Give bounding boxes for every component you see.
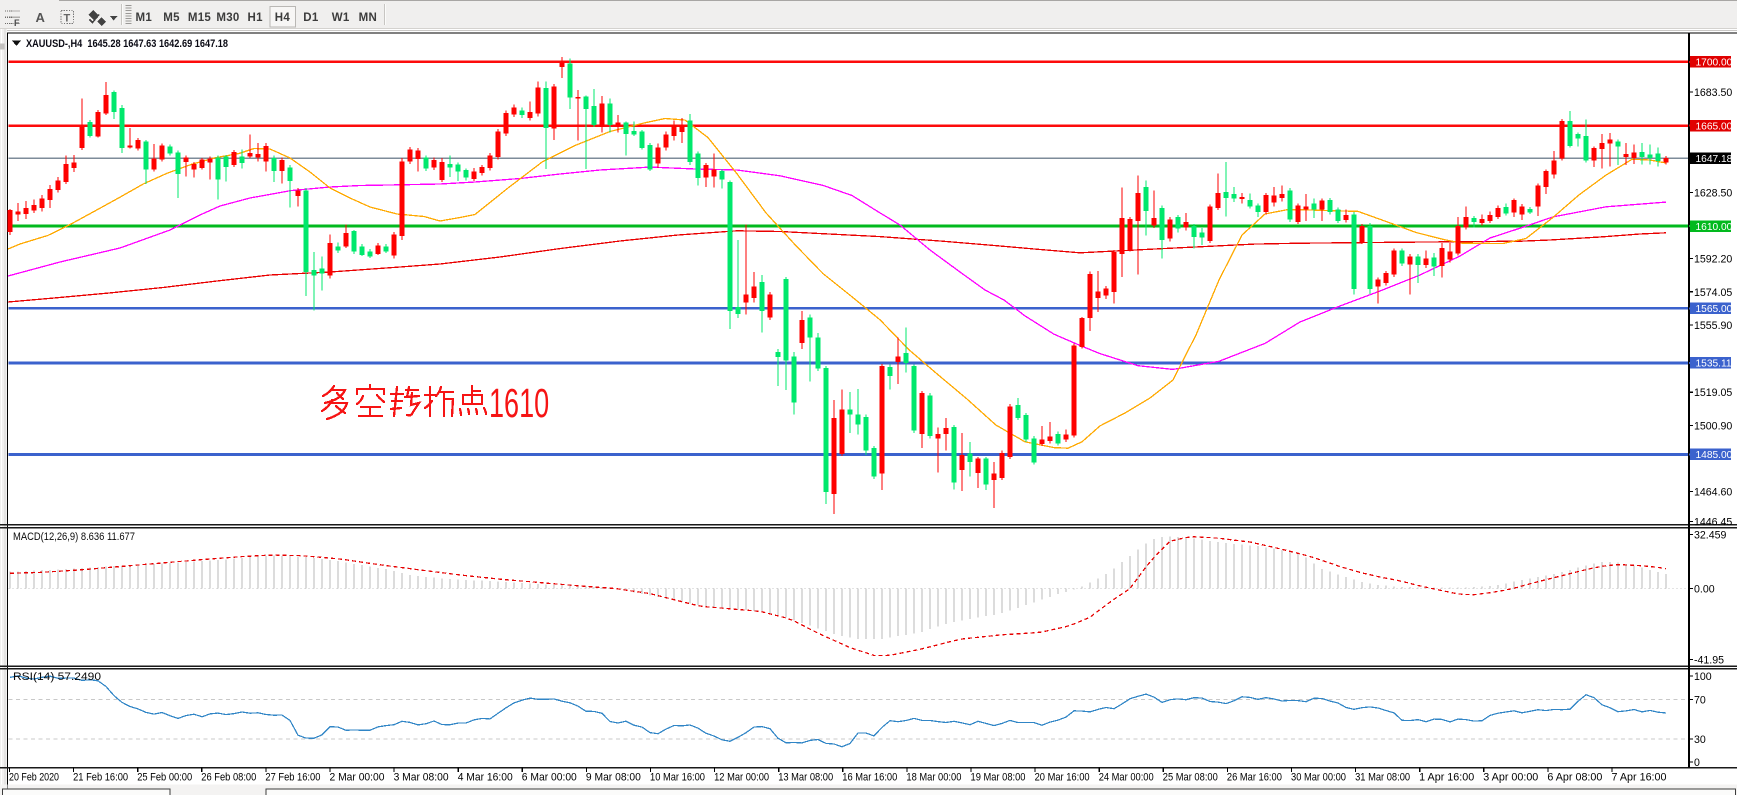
- svg-text:26 Mar 16:00: 26 Mar 16:00: [1227, 772, 1282, 784]
- svg-text:3 Mar 08:00: 3 Mar 08:00: [394, 772, 449, 784]
- svg-text:1485.00: 1485.00: [1696, 450, 1733, 461]
- svg-text:M30: M30: [216, 12, 239, 24]
- svg-text:1647.18: 1647.18: [1696, 154, 1733, 165]
- svg-text:21 Feb 16:00: 21 Feb 16:00: [73, 772, 128, 784]
- svg-text:1610.00: 1610.00: [1696, 222, 1733, 233]
- svg-text:18 Mar 00:00: 18 Mar 00:00: [906, 772, 961, 784]
- svg-text:W1: W1: [332, 12, 350, 24]
- svg-text:4 Mar 16:00: 4 Mar 16:00: [458, 772, 513, 784]
- svg-text:M15: M15: [188, 12, 212, 24]
- svg-text:1519.05: 1519.05: [1694, 387, 1732, 399]
- svg-text:0.00: 0.00: [1694, 584, 1715, 596]
- svg-text:1565.00: 1565.00: [1696, 304, 1733, 315]
- svg-text:A: A: [36, 10, 46, 25]
- svg-text:1446.45: 1446.45: [1694, 517, 1732, 529]
- svg-text:H4: H4: [275, 12, 291, 24]
- svg-text:9 Mar 08:00: 9 Mar 08:00: [586, 772, 641, 784]
- svg-text:27 Feb 16:00: 27 Feb 16:00: [265, 772, 320, 784]
- svg-text:-41.95: -41.95: [1694, 654, 1724, 666]
- svg-text:24 Mar 00:00: 24 Mar 00:00: [1099, 772, 1154, 784]
- svg-text:M5: M5: [163, 12, 180, 24]
- svg-text:1665.00: 1665.00: [1696, 122, 1733, 133]
- svg-text:32.459: 32.459: [1694, 530, 1727, 542]
- svg-text:7 Apr 16:00: 7 Apr 16:00: [1612, 772, 1667, 784]
- svg-text:MN: MN: [359, 12, 378, 24]
- svg-text:2 Mar 00:00: 2 Mar 00:00: [330, 772, 385, 784]
- svg-text:1555.90: 1555.90: [1694, 320, 1732, 332]
- svg-text:1574.05: 1574.05: [1694, 287, 1732, 299]
- svg-text:3 Apr 00:00: 3 Apr 00:00: [1483, 772, 1538, 784]
- svg-text:D1: D1: [303, 12, 319, 24]
- svg-text:100: 100: [1694, 671, 1712, 683]
- svg-text:31 Mar 08:00: 31 Mar 08:00: [1355, 772, 1410, 784]
- svg-text:0: 0: [1694, 757, 1700, 769]
- svg-text:10 Mar 16:00: 10 Mar 16:00: [650, 772, 705, 784]
- svg-text:H1: H1: [248, 12, 264, 24]
- svg-text:25 Feb 00:00: 25 Feb 00:00: [137, 772, 192, 784]
- svg-text:6 Apr 08:00: 6 Apr 08:00: [1547, 772, 1602, 784]
- svg-text:13 Mar 08:00: 13 Mar 08:00: [778, 772, 833, 784]
- svg-text:20 Feb 2020: 20 Feb 2020: [9, 772, 59, 784]
- svg-text:6 Mar 00:00: 6 Mar 00:00: [522, 772, 577, 784]
- svg-text:M1: M1: [136, 12, 153, 24]
- svg-text:26 Feb 08:00: 26 Feb 08:00: [201, 772, 256, 784]
- svg-text:T: T: [64, 13, 71, 25]
- svg-text:30 Mar 00:00: 30 Mar 00:00: [1291, 772, 1346, 784]
- svg-text:1535.11: 1535.11: [1696, 359, 1732, 370]
- svg-text:70: 70: [1694, 694, 1706, 706]
- svg-text:19 Mar 08:00: 19 Mar 08:00: [971, 772, 1026, 784]
- svg-text:1464.60: 1464.60: [1694, 487, 1732, 499]
- svg-text:12 Mar 00:00: 12 Mar 00:00: [714, 772, 769, 784]
- svg-text:1610: 1610: [489, 382, 549, 427]
- svg-text:1700.00: 1700.00: [1696, 58, 1733, 69]
- svg-text:XAUUSD-,H4 1645.28 1647.63 16: XAUUSD-,H4 1645.28 1647.63 1642.69 1647.…: [26, 38, 228, 50]
- svg-text:1 Apr 16:00: 1 Apr 16:00: [1419, 772, 1474, 784]
- svg-text:1592.20: 1592.20: [1694, 254, 1732, 266]
- svg-text:F: F: [14, 18, 20, 28]
- svg-text:MACD(12,26,9) 8.636 11.677: MACD(12,26,9) 8.636 11.677: [13, 531, 135, 543]
- svg-text:25 Mar 08:00: 25 Mar 08:00: [1163, 772, 1218, 784]
- svg-text:1628.50: 1628.50: [1694, 187, 1732, 199]
- svg-text:1500.90: 1500.90: [1694, 420, 1732, 432]
- svg-text:20 Mar 16:00: 20 Mar 16:00: [1035, 772, 1090, 784]
- svg-text:RSI(14) 57.2490: RSI(14) 57.2490: [13, 671, 101, 683]
- svg-text:1683.50: 1683.50: [1694, 87, 1732, 99]
- svg-text:30: 30: [1694, 734, 1706, 746]
- svg-text:16 Mar 16:00: 16 Mar 16:00: [842, 772, 897, 784]
